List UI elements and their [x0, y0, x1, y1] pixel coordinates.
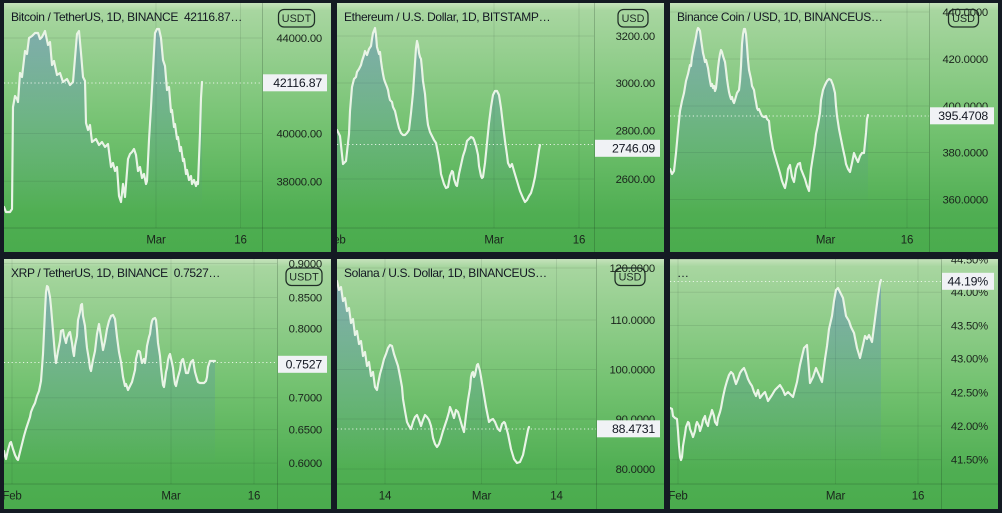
svg-text:380.0000: 380.0000 — [942, 148, 988, 160]
svg-text:Feb: Feb — [337, 235, 346, 247]
svg-text:0.6000: 0.6000 — [289, 458, 322, 470]
svg-text:Mar: Mar — [472, 491, 492, 503]
svg-text:USD: USD — [952, 13, 975, 25]
svg-text:USDT: USDT — [282, 13, 312, 25]
svg-text:3200.00: 3200.00 — [616, 31, 655, 43]
svg-text:88.4731: 88.4731 — [612, 422, 655, 436]
svg-text:Feb: Feb — [4, 491, 22, 503]
svg-text:395.4708: 395.4708 — [938, 109, 988, 123]
svg-text:43.50%: 43.50% — [951, 321, 988, 333]
svg-text:2600.00: 2600.00 — [616, 174, 655, 186]
svg-text:360.0000: 360.0000 — [942, 195, 988, 207]
svg-text:43.00%: 43.00% — [951, 354, 988, 366]
svg-text:2800.00: 2800.00 — [616, 126, 655, 138]
svg-text:16: 16 — [901, 235, 913, 247]
svg-text:Mar: Mar — [146, 235, 166, 247]
svg-text:Mar: Mar — [484, 235, 504, 247]
svg-text:Binance Coin / USD, 1D, BINANC: Binance Coin / USD, 1D, BINANCEUS… — [677, 10, 883, 24]
svg-text:USD: USD — [622, 13, 645, 25]
svg-text:0.6500: 0.6500 — [289, 425, 322, 437]
svg-text:Solana / U.S. Dollar, 1D, BINA: Solana / U.S. Dollar, 1D, BINANCEUS… — [344, 266, 547, 280]
svg-text:420.0000: 420.0000 — [942, 54, 988, 66]
svg-text:0.8000: 0.8000 — [289, 324, 322, 336]
svg-text:0.7000: 0.7000 — [289, 393, 322, 405]
svg-text:44.19%: 44.19% — [947, 275, 988, 289]
svg-text:42.50%: 42.50% — [951, 388, 988, 400]
svg-text:14: 14 — [379, 491, 392, 503]
svg-text:USD: USD — [619, 272, 642, 284]
svg-text:16: 16 — [573, 235, 585, 247]
svg-text:42.00%: 42.00% — [951, 421, 988, 433]
svg-text:44.50%: 44.50% — [951, 259, 988, 267]
svg-text:40000.00: 40000.00 — [276, 129, 322, 141]
svg-text:120.0000: 120.0000 — [609, 263, 655, 275]
svg-text:Bitcoin / TetherUS, 1D, BINANC: Bitcoin / TetherUS, 1D, BINANCE 42116.87… — [11, 10, 242, 24]
svg-text:14: 14 — [550, 491, 563, 503]
svg-text:16: 16 — [912, 491, 924, 503]
svg-text:0.8500: 0.8500 — [289, 293, 322, 305]
svg-text:USDT: USDT — [289, 272, 319, 284]
svg-text:42116.87: 42116.87 — [273, 76, 322, 90]
svg-text:XRP / TetherUS, 1D, BINANCE 0: XRP / TetherUS, 1D, BINANCE 0.7527… — [11, 266, 220, 280]
svg-text:2746.09: 2746.09 — [612, 142, 655, 156]
svg-text:41.50%: 41.50% — [951, 455, 988, 467]
svg-text:44000.00: 44000.00 — [276, 33, 322, 45]
svg-text:0.9000: 0.9000 — [289, 259, 322, 271]
svg-text:Ethereum / U.S. Dollar, 1D, BI: Ethereum / U.S. Dollar, 1D, BITSTAMP… — [344, 10, 550, 24]
svg-text:16: 16 — [234, 235, 246, 247]
svg-text:3000.00: 3000.00 — [616, 78, 655, 90]
svg-text:110.0000: 110.0000 — [610, 315, 655, 327]
svg-text:80.0000: 80.0000 — [616, 464, 655, 476]
svg-text:38000.00: 38000.00 — [276, 176, 322, 188]
svg-text:16: 16 — [248, 491, 260, 503]
svg-text:…: … — [677, 266, 689, 280]
svg-text:Mar: Mar — [816, 235, 836, 247]
svg-text:Mar: Mar — [161, 491, 181, 503]
svg-text:Feb: Feb — [670, 491, 688, 503]
svg-text:0.7527: 0.7527 — [286, 358, 323, 372]
svg-text:Mar: Mar — [826, 491, 846, 503]
svg-text:44.00%: 44.00% — [951, 287, 988, 299]
svg-text:100.0000: 100.0000 — [609, 365, 655, 377]
